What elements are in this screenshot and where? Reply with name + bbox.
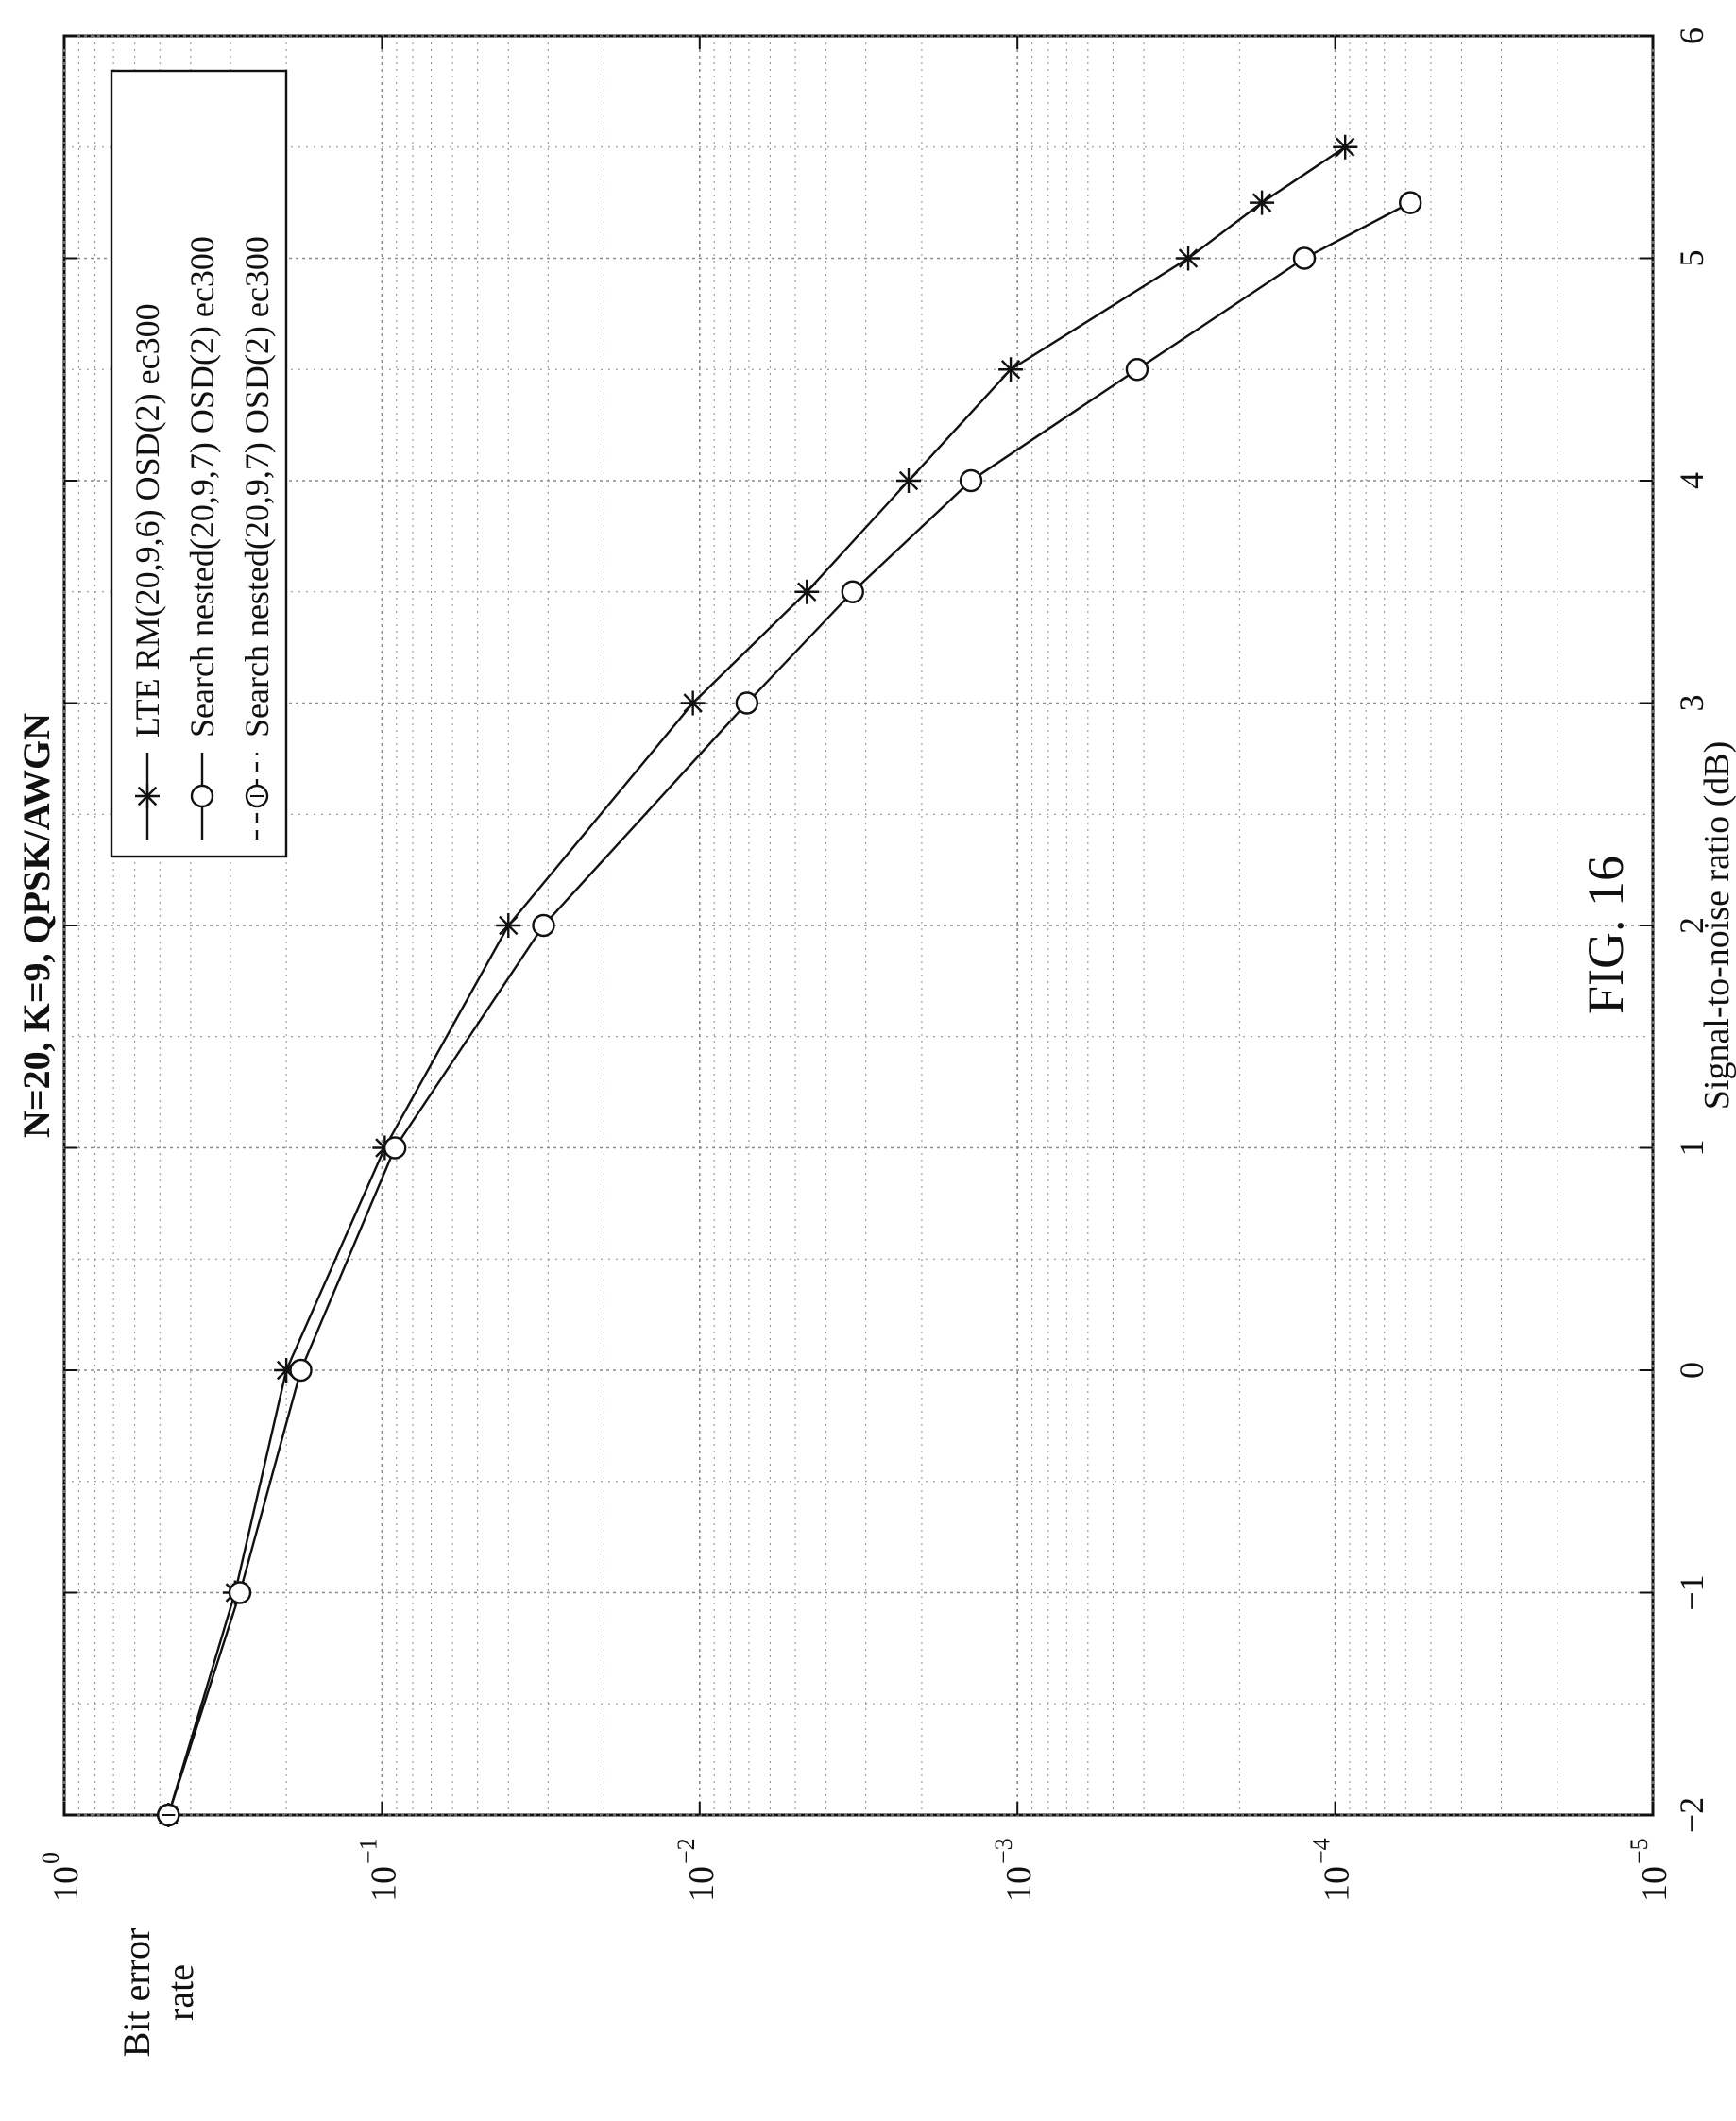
legend-label: Search nested(20,9,7) OSD(2) ec300 [238,236,276,738]
x-tick-label: 2 [1673,917,1710,934]
data-point [228,1581,252,1604]
circle-shape [1398,191,1422,214]
y-tick-base: 10 [1318,1866,1357,1902]
star-stroke [499,915,519,936]
legend: LTE RM(20,9,6) OSD(2) ec300 Search nested… [110,69,288,858]
y-tick-base: 10 [1635,1866,1675,1902]
data-point [532,913,555,938]
y-tick-exponent: −5 [1625,1838,1653,1864]
data-point [496,913,521,938]
star-stroke [797,582,817,602]
data-point [383,1136,407,1160]
data-point [896,468,922,493]
y-axis-label-line2: rate [159,1964,201,2021]
series-layer [156,134,1422,1827]
series-line [167,201,1411,1816]
data-point [680,690,706,716]
series-3 [157,1803,180,1827]
circle-shape [289,1358,313,1383]
star-stroke [683,693,703,713]
x-tick-label: −1 [1673,1574,1710,1610]
data-point [1176,246,1201,271]
star-stroke [1178,248,1199,268]
y-tick-exponent: −4 [1308,1838,1336,1864]
star-stroke [1335,137,1355,157]
legend-marker [190,784,214,808]
data-point [1125,358,1149,382]
y-tick-base: 10 [364,1866,403,1902]
y-tick-label: 10−5 [1625,1838,1675,1902]
data-point [841,580,864,603]
y-tick-base: 10 [682,1866,722,1902]
data-point [1398,191,1422,214]
legend-marker [245,784,269,808]
circle-shape [190,784,214,808]
series-1 [156,134,1358,1827]
y-tick-exponent: −1 [354,1838,382,1864]
data-point [735,691,759,715]
circle-shape [959,468,983,493]
circle-shape [532,913,555,938]
legend-label: Search nested(20,9,7) OSD(2) ec300 [183,236,221,738]
y-tick-label: 10−3 [990,1838,1039,1902]
chart-title: N=20, K=9, QPSK/AWGN [15,713,58,1138]
star-stroke [1000,360,1021,380]
y-axis-label-line1: Bit error [115,1928,158,2058]
circle-shape [228,1581,252,1604]
figure-label: FIG. 16 [1577,856,1634,1014]
star-stroke [898,470,919,491]
y-tick-exponent: −2 [672,1838,700,1864]
legend-entry: Search nested(20,9,7) OSD(2) ec300 [238,236,276,840]
y-tick-base: 10 [46,1866,86,1902]
x-tick-label: 3 [1673,695,1710,712]
series-line [167,145,1346,1816]
data-point [1333,134,1358,160]
data-point [959,468,983,493]
legend-marker [135,784,160,808]
y-tick-label: 10−2 [672,1838,722,1902]
circle-shape [1292,246,1317,270]
data-point [1292,246,1317,270]
y-tick-base: 10 [999,1866,1039,1902]
star-stroke [1251,193,1272,212]
legend-label: LTE RM(20,9,6) OSD(2) ec300 [128,303,166,738]
y-tick-label: 10−4 [1308,1838,1357,1902]
x-tick-label: 5 [1673,250,1710,267]
y-tick-label: 10−1 [354,1838,403,1902]
star-stroke [137,786,158,806]
y-axis-label: Bit errorrate [115,1928,201,2058]
x-tick-label: 1 [1673,1140,1710,1157]
data-point [1250,190,1275,215]
y-tick-label: 100 [37,1852,86,1902]
data-point [998,357,1024,382]
data-point [794,579,820,604]
x-tick-label: −2 [1673,1797,1710,1833]
legend-box [110,69,288,858]
circle-shape [841,580,864,603]
y-tick-exponent: 0 [37,1852,64,1864]
x-tick-label: 6 [1673,27,1710,44]
series-2 [157,191,1422,1827]
x-tick-label: 4 [1673,472,1710,489]
circle-shape [383,1136,407,1160]
data-point [289,1358,313,1383]
circle-shape [1125,358,1149,382]
x-axis-label: Signal-to-noise ratio (dB) [1697,741,1736,1110]
legend-entry: LTE RM(20,9,6) OSD(2) ec300 [128,303,166,840]
legend-entry: Search nested(20,9,7) OSD(2) ec300 [183,236,221,840]
data-point [157,1803,180,1827]
grid [63,35,1654,1816]
y-tick-exponent: −3 [990,1838,1017,1864]
circle-shape [735,691,759,715]
x-tick-label: 0 [1673,1362,1710,1379]
